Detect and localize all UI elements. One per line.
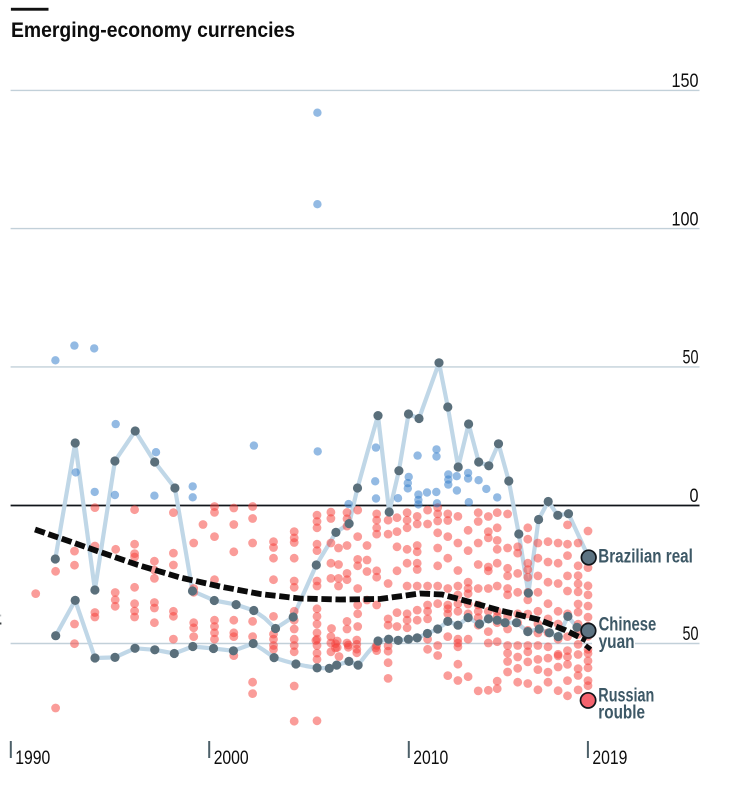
svg-text:2010: 2010 — [413, 748, 448, 769]
svg-text:Russian: Russian — [598, 685, 654, 706]
svg-text:50: 50 — [683, 624, 699, 645]
svg-text:2000: 2000 — [214, 748, 249, 769]
svg-text:1990: 1990 — [15, 748, 50, 769]
svg-text:Emerging-economy currencies: Emerging-economy currencies — [11, 19, 295, 42]
svg-text:Chinese: Chinese — [599, 615, 657, 636]
svg-text:yuan: yuan — [599, 632, 635, 653]
svg-text:rouble: rouble — [598, 703, 645, 724]
svg-text:0: 0 — [690, 486, 699, 507]
svg-text:150: 150 — [672, 71, 699, 92]
svg-text:100: 100 — [672, 209, 699, 230]
svg-text:2019: 2019 — [592, 748, 627, 769]
svg-text:Brazilian real: Brazilian real — [598, 547, 693, 568]
svg-text:50: 50 — [683, 348, 699, 369]
